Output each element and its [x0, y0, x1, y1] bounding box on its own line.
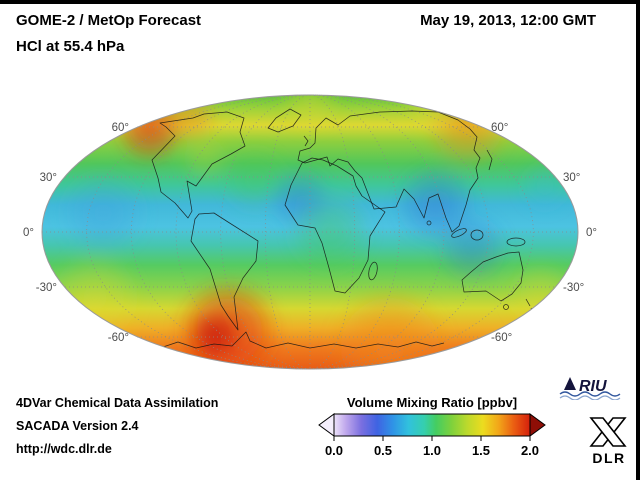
colorbar-tick-20: 2.0: [521, 443, 539, 458]
datetime-label: May 19, 2013, 12:00 GMT: [420, 12, 596, 29]
coastlines: [151, 108, 536, 349]
lat-label-right-m60: -60°: [491, 332, 512, 344]
riu-wave-icon: [559, 391, 621, 397]
colorbar-tickmarks: [333, 436, 531, 441]
colorbar-tick-0: 0.0: [325, 443, 343, 458]
page-subtitle: HCl at 55.4 hPa: [16, 38, 125, 55]
riu-logo: RIU: [559, 377, 621, 400]
colorbar-over-arrow: [529, 413, 546, 437]
lat-label-right-60: 60°: [491, 122, 508, 134]
colorbar-tick-10: 1.0: [423, 443, 441, 458]
colorbar-title: Volume Mixing Ratio [ppbv]: [346, 395, 518, 410]
map-data-anomalies: [47, 95, 576, 369]
graticule: [42, 94, 578, 370]
border-right: [636, 0, 640, 480]
lat-label-left-m30: -30°: [36, 282, 57, 294]
riu-wave2-icon: [559, 395, 621, 400]
map-outline: [41, 94, 579, 370]
colorbar-tick-15: 1.5: [472, 443, 490, 458]
footer-line-assimilation: 4DVar Chemical Data Assimilation: [16, 396, 219, 410]
footer-line-url: http://wdc.dlr.de: [16, 442, 112, 456]
dlr-logo: DLR: [589, 417, 627, 466]
lat-label-left-m60: -60°: [108, 332, 129, 344]
riu-logo-text: RIU: [579, 378, 607, 395]
dlr-logo-text: DLR: [592, 450, 625, 466]
colorbar: 0.0 0.5 1.0 1.5 2.0: [318, 413, 546, 458]
footer-text: 4DVar Chemical Data Assimilation SACADA …: [16, 392, 218, 461]
colorbar-under-arrow: [318, 413, 335, 437]
border-top: [0, 0, 640, 4]
lat-label-left-60: 60°: [112, 122, 129, 134]
page-title: GOME-2 / MetOp Forecast: [16, 12, 202, 29]
footer-line-version: SACADA Version 2.4: [16, 419, 139, 433]
lat-label-left-30: 30°: [40, 172, 57, 184]
lat-label-right-m30: -30°: [563, 282, 584, 294]
map-data-base: [42, 95, 578, 369]
lat-labels: 60° 30° 0° -30° -60° 60° 30° 0° -30° -60…: [23, 122, 597, 344]
lat-label-right-30: 30°: [563, 172, 580, 184]
riu-peak-icon: [564, 377, 576, 390]
lat-label-right-0: 0°: [586, 227, 597, 239]
colorbar-tick-05: 0.5: [374, 443, 392, 458]
colorbar-gradient: [333, 413, 531, 437]
dlr-emblem-icon: [589, 417, 627, 447]
header: GOME-2 / MetOp Forecast HCl at 55.4 hPa: [16, 8, 201, 60]
lat-label-left-0: 0°: [23, 227, 34, 239]
